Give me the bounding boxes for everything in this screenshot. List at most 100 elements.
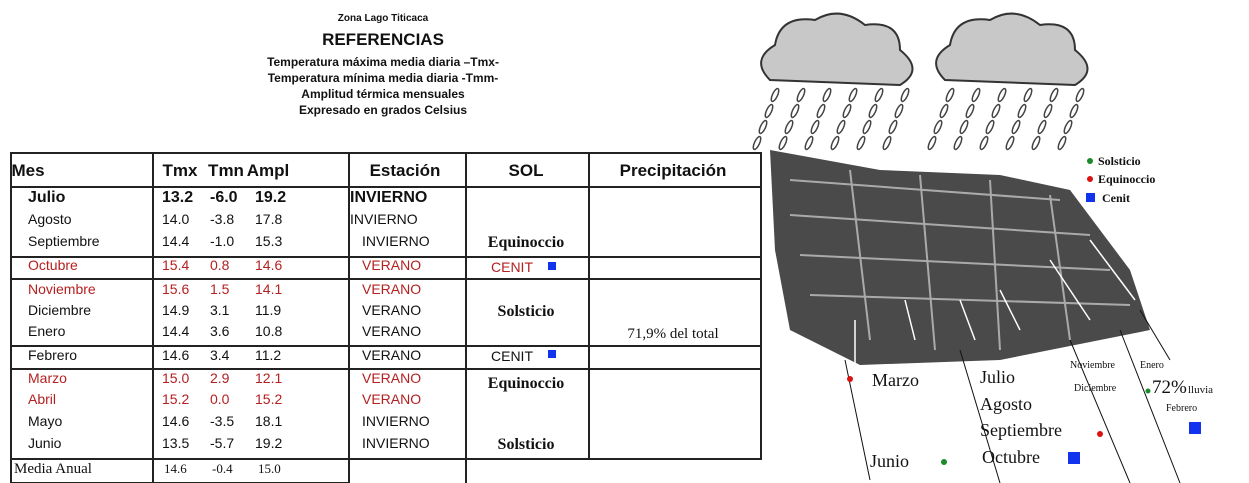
sun-event: Equinoccio — [487, 375, 565, 392]
temperature: 10.8 — [255, 323, 283, 339]
temperature: 19.2 — [255, 189, 287, 206]
zone: Zona Lago Titicaca — [337, 13, 429, 24]
raindrop — [790, 103, 800, 119]
raindrop — [979, 135, 989, 151]
temperature: 13.2 — [162, 189, 194, 206]
illustration-label: lluvia — [1188, 384, 1214, 396]
temperature: 3.1 — [210, 302, 230, 318]
season: VERANO — [362, 302, 422, 318]
illustration-label: Noviembre — [1070, 360, 1115, 371]
illustration-label: Septiembre — [980, 420, 1062, 440]
temperature: 2.9 — [210, 370, 230, 386]
raindrop — [830, 135, 840, 151]
column-rule — [152, 152, 154, 483]
sun-event: Solsticio — [497, 436, 555, 453]
rain — [752, 87, 1085, 151]
column-header: Tmx — [162, 161, 198, 180]
month: Octubre — [28, 257, 78, 273]
raindrop — [1023, 87, 1033, 103]
raindrop — [1011, 119, 1021, 135]
season: VERANO — [362, 391, 422, 407]
temperature: 15.4 — [162, 257, 190, 273]
column-rule — [760, 152, 762, 458]
season: INVIERNO — [350, 211, 418, 227]
temperature: 15.3 — [255, 233, 283, 249]
temperature: 11.2 — [255, 347, 282, 363]
illustration-label: Marzo — [872, 370, 919, 390]
temperature: 14.0 — [162, 211, 190, 227]
header-line: Temperatura mínima media diaria -Tmm- — [267, 71, 499, 85]
raindrop — [816, 103, 826, 119]
illustration-label: Febrero — [1166, 403, 1198, 414]
clouds — [760, 12, 1089, 87]
temperature: 12.1 — [255, 370, 283, 386]
season: VERANO — [362, 257, 422, 273]
season: INVIERNO — [350, 189, 428, 206]
temperature: 11.9 — [255, 302, 282, 318]
raindrop — [933, 119, 943, 135]
row-rule — [10, 458, 762, 460]
raindrop — [1069, 103, 1079, 119]
illustration-label: 72% — [1152, 377, 1187, 398]
sun-event: CENIT — [491, 259, 533, 275]
season: VERANO — [362, 281, 422, 297]
raindrop — [770, 87, 780, 103]
raindrop — [959, 119, 969, 135]
column-rule — [588, 152, 590, 458]
month: Diciembre — [28, 302, 92, 318]
month: Abril — [28, 391, 57, 407]
temperature: 13.5 — [162, 435, 190, 451]
raindrop — [888, 119, 898, 135]
row-rule — [10, 345, 762, 347]
raindrop — [927, 135, 937, 151]
month: Septiembre — [28, 233, 100, 249]
column-header: Ampl — [246, 161, 290, 180]
annual-mean: 14.6 — [164, 461, 187, 476]
raindrop — [1017, 103, 1027, 119]
temperature: 0.0 — [210, 391, 230, 407]
temperature: 14.6 — [162, 347, 190, 363]
month: Marzo — [28, 370, 67, 386]
raindrop — [1031, 135, 1041, 151]
sun-lines — [844, 309, 1181, 483]
annual-mean: Media Anual — [14, 461, 92, 477]
header-line: Expresado en grados Celsius — [298, 103, 468, 117]
row-rule — [10, 278, 762, 280]
month: Noviembre — [28, 281, 96, 297]
column-header: Estación — [369, 161, 441, 180]
temperature: 19.2 — [255, 435, 283, 451]
temperature: -3.5 — [210, 413, 235, 429]
arrows — [854, 239, 1136, 365]
temperature: 15.2 — [255, 391, 283, 407]
raindrop — [796, 87, 806, 103]
season: INVIERNO — [362, 413, 430, 429]
temperature: 14.4 — [162, 233, 190, 249]
illustration-label: Enero — [1140, 360, 1164, 371]
raindrop — [784, 119, 794, 135]
raindrop — [965, 103, 975, 119]
column-header: Tmn — [208, 161, 244, 180]
illustration-label: Junio — [870, 451, 910, 471]
season: VERANO — [362, 347, 422, 363]
raindrop — [836, 119, 846, 135]
month: Enero — [28, 323, 66, 339]
raindrop — [1075, 87, 1085, 103]
temperature: 15.2 — [162, 391, 190, 407]
raindrop — [804, 135, 814, 151]
row-rule — [10, 152, 762, 154]
illustration-label: Octubre — [982, 447, 1040, 467]
raindrop — [758, 119, 768, 135]
header-line: Temperatura máxima media diaria –Tmx- — [267, 55, 499, 69]
legend-label: Equinoccio — [1098, 172, 1156, 186]
raindrop — [778, 135, 788, 151]
month: Febrero — [28, 347, 78, 363]
legend-label: Cenit — [1102, 191, 1130, 205]
raindrop — [810, 119, 820, 135]
temperature: 0.8 — [210, 257, 230, 273]
month: Agosto — [28, 211, 72, 227]
temperature: -6.0 — [210, 189, 238, 206]
season: INVIERNO — [362, 435, 430, 451]
season: VERANO — [362, 323, 422, 339]
sun-event: CENIT — [491, 348, 533, 364]
